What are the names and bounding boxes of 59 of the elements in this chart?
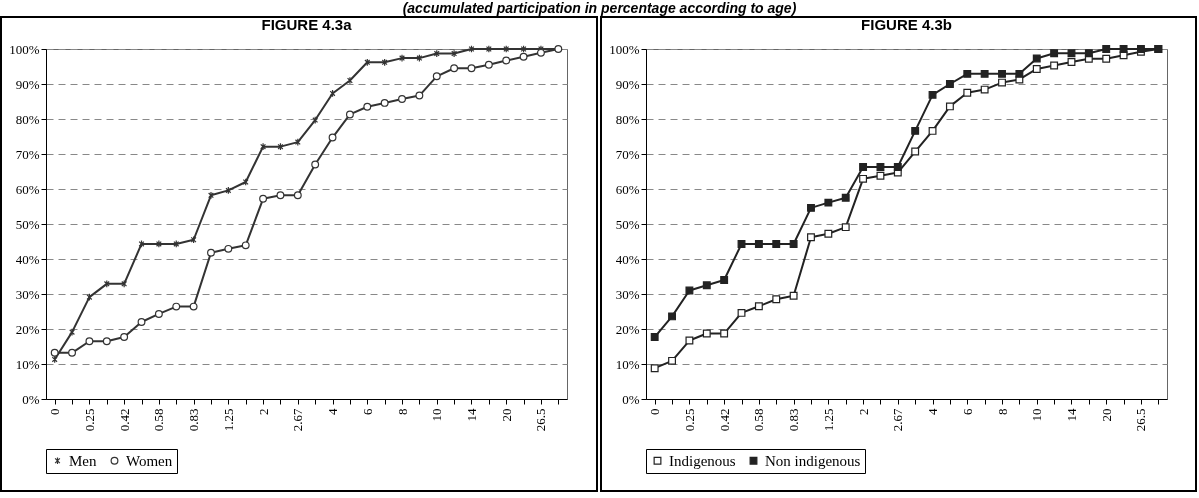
- y-tick-label: 70%: [615, 146, 640, 162]
- y-tick-label: 0%: [22, 391, 40, 407]
- legend-label: Men: [69, 452, 97, 469]
- y-tick-label: 10%: [615, 356, 640, 372]
- x-tick-label: 14: [1063, 408, 1079, 422]
- y-tick-label: 90%: [15, 76, 40, 92]
- chart-title: FIGURE 4.3b: [860, 16, 952, 33]
- y-tick-label: 100%: [608, 41, 640, 57]
- x-tick-label: 8: [994, 408, 1010, 415]
- x-tick-label: 0.25: [81, 408, 97, 432]
- y-tick-label: 70%: [15, 146, 40, 162]
- legend-label: Indigenous: [668, 452, 736, 469]
- x-tick-label: 0: [646, 408, 662, 415]
- x-tick-label: 4: [924, 408, 940, 415]
- y-tick-label: 90%: [615, 76, 640, 92]
- x-tick-label: 20: [498, 408, 514, 422]
- y-tick-label: 30%: [615, 286, 640, 302]
- x-tick-label: 1.25: [220, 408, 236, 432]
- x-tick-label: 8: [394, 408, 410, 415]
- legend-label: Non indigenous: [764, 452, 861, 469]
- x-tick-label: 0: [47, 408, 63, 415]
- y-tick-label: 0%: [621, 391, 640, 407]
- y-tick-label: 100%: [9, 41, 40, 57]
- text: (accumulated participation in percentage according to age): [402, 0, 797, 16]
- x-tick-label: 0.25: [681, 408, 697, 432]
- chart-title: FIGURE 4.3a: [261, 16, 353, 33]
- x-tick-label: 20: [1098, 408, 1114, 422]
- y-tick-label: 30%: [15, 286, 40, 302]
- x-tick-label: 6: [359, 408, 375, 415]
- x-tick-label: 4: [325, 408, 341, 415]
- x-tick-label: 1.25: [820, 408, 836, 432]
- y-tick-label: 50%: [615, 216, 640, 232]
- x-tick-label: 0.58: [151, 408, 167, 432]
- x-tick-label: 2.67: [889, 408, 905, 432]
- x-tick-label: 0.42: [716, 408, 732, 432]
- y-tick-label: 50%: [15, 216, 40, 232]
- y-tick-label: 40%: [15, 251, 40, 267]
- x-tick-label: 0.83: [785, 408, 801, 432]
- x-tick-label: 0.42: [116, 408, 132, 432]
- y-tick-label: 80%: [15, 111, 40, 127]
- x-tick-label: 10: [429, 408, 445, 422]
- x-tick-label: 26.5: [533, 408, 549, 432]
- x-tick-label: 0.58: [750, 408, 766, 432]
- y-tick-label: 60%: [615, 181, 640, 197]
- x-tick-label: 0.83: [186, 408, 202, 432]
- x-tick-label: 10: [1028, 408, 1044, 422]
- x-tick-label: 14: [463, 408, 479, 422]
- x-tick-label: 2.67: [290, 408, 306, 432]
- y-tick-label: 20%: [15, 321, 40, 337]
- y-tick-label: 60%: [15, 181, 40, 197]
- x-tick-label: 2: [255, 408, 271, 415]
- y-tick-label: 20%: [615, 321, 640, 337]
- y-tick-label: 10%: [15, 356, 40, 372]
- x-tick-label: 26.5: [1132, 408, 1148, 432]
- x-tick-label: 6: [959, 408, 975, 415]
- x-tick-label: 2: [855, 408, 871, 415]
- legend-label: Women: [126, 452, 173, 469]
- y-tick-label: 40%: [615, 251, 640, 267]
- y-tick-label: 80%: [615, 111, 640, 127]
